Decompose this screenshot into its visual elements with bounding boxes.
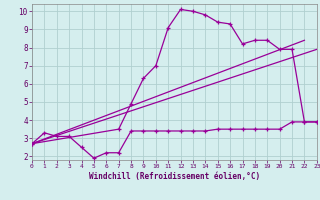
X-axis label: Windchill (Refroidissement éolien,°C): Windchill (Refroidissement éolien,°C) [89,172,260,181]
